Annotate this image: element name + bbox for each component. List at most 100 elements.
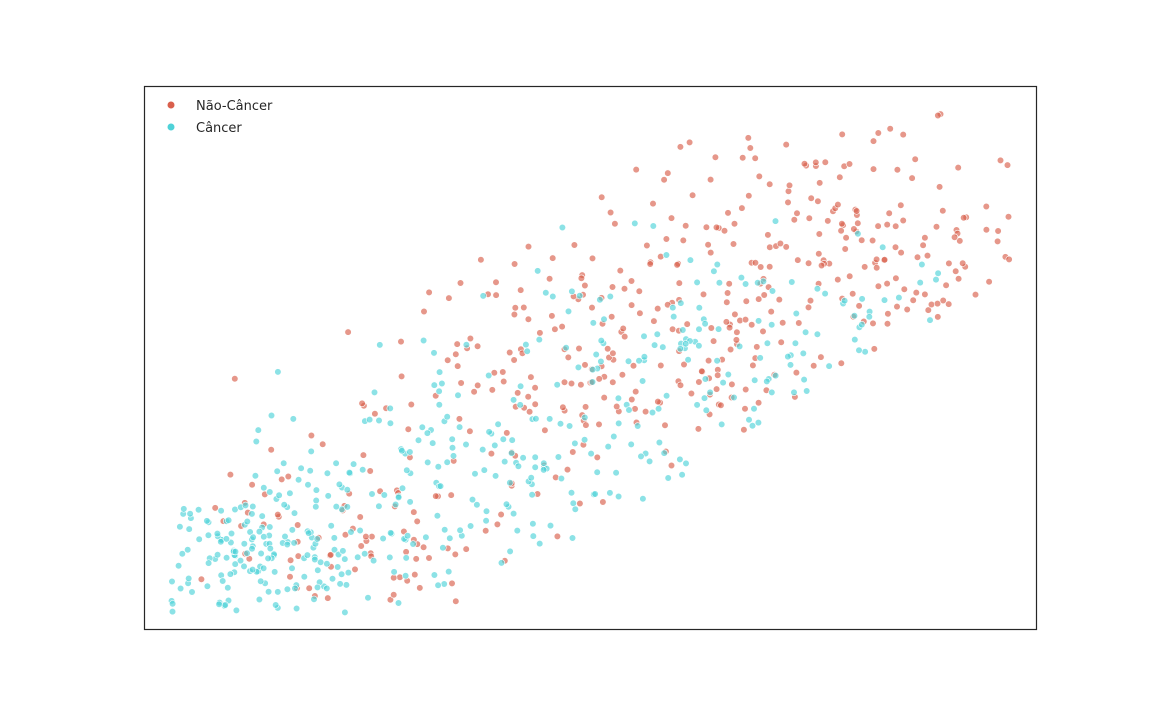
scatter-point [597,337,605,345]
scatter-point [933,300,942,308]
scatter-point [861,348,869,356]
scatter-point [274,588,282,596]
scatter-point [576,499,584,508]
scatter-point [332,459,340,467]
scatter-point [593,453,601,462]
scatter-point [553,532,562,541]
scatter-point [825,362,833,370]
scatter-point [236,556,245,565]
scatter-point [567,489,576,497]
scatter-point [280,459,288,467]
scatter-point [176,523,184,531]
scatter-point [436,482,445,490]
scatter-point [869,165,878,173]
scatter-point [553,381,561,389]
scatter-point [766,180,774,188]
scatter-point [474,381,482,390]
scatter-point [284,472,292,481]
scatter-point [248,481,256,489]
scatter-point [792,369,801,377]
scatter-point [741,280,750,288]
scatter-point [398,484,407,492]
scatter-point [883,221,891,229]
scatter-point [336,580,344,588]
legend-marker-cancer [167,123,175,131]
scatter-point [422,533,430,541]
scatter-point [677,299,685,307]
scatter-point [698,367,706,375]
scatter-point [508,436,516,444]
scatter-point [386,419,395,427]
scatter-point [535,336,543,344]
scatter-point [558,223,567,232]
scatter-point [869,319,877,328]
scatter-point [462,341,471,349]
scatter-point [314,566,322,574]
scatter-point [341,555,349,563]
scatter-point [249,502,257,511]
scatter-point [934,111,942,120]
scatter-point [679,236,687,244]
scatter-point [338,570,346,578]
scatter-point [468,496,477,504]
scatter-point [307,431,316,440]
scatter-point [755,295,763,303]
scatter-point [368,532,376,541]
scatter-point [735,342,744,351]
scatter-point [516,401,524,409]
scatter-point [629,362,638,370]
scatter-point [786,361,795,369]
scatter-point [748,422,757,430]
scatter-point [429,439,437,447]
scatter-point [562,344,570,352]
scatter-point [410,508,418,516]
scatter-point [729,240,738,248]
scatter-point [420,307,428,316]
scatter-point [457,379,465,387]
scatter-point [273,467,281,475]
scatter-point [873,264,881,272]
scatter-point [265,588,273,596]
scatter-point [637,452,645,461]
scatter-point [600,315,608,323]
scatter-point [895,294,903,302]
scatter-point [406,448,414,456]
scatter-point [640,353,649,361]
scatter-point [715,279,724,287]
scatter-point [616,267,624,275]
scatter-point [792,309,800,318]
scatter-point [720,227,729,235]
scatter-point [524,243,533,251]
scatter-point [880,296,889,304]
scatter-point [266,544,274,553]
scatter-point [306,467,314,475]
scatter-point [662,392,671,400]
scatter-point [813,330,822,338]
scatter-point [447,491,455,499]
scatter-point [899,216,907,225]
scatter-point [660,449,668,457]
scatter-point [324,594,332,602]
scatter-point [274,510,282,519]
scatter-point [704,241,712,249]
scatter-point [287,556,295,564]
scatter-point [693,401,701,409]
scatter-point [390,591,398,599]
scatter-point [462,440,470,449]
scatter-point [870,345,878,353]
scatter-point [293,604,301,613]
scatter-point [639,495,647,503]
scatter-point [215,600,223,608]
scatter-point [782,141,790,149]
scatter-point [529,532,537,540]
scatter-point [713,357,721,365]
scatter-point [738,204,746,212]
scatter-point [725,324,734,332]
scatter-point [593,468,601,476]
scatter-point [730,393,738,402]
scatter-point [283,540,291,549]
scatter-point [620,285,629,293]
scatter-point [649,200,657,208]
scatter-point [657,361,665,370]
scatter-point [519,454,527,462]
